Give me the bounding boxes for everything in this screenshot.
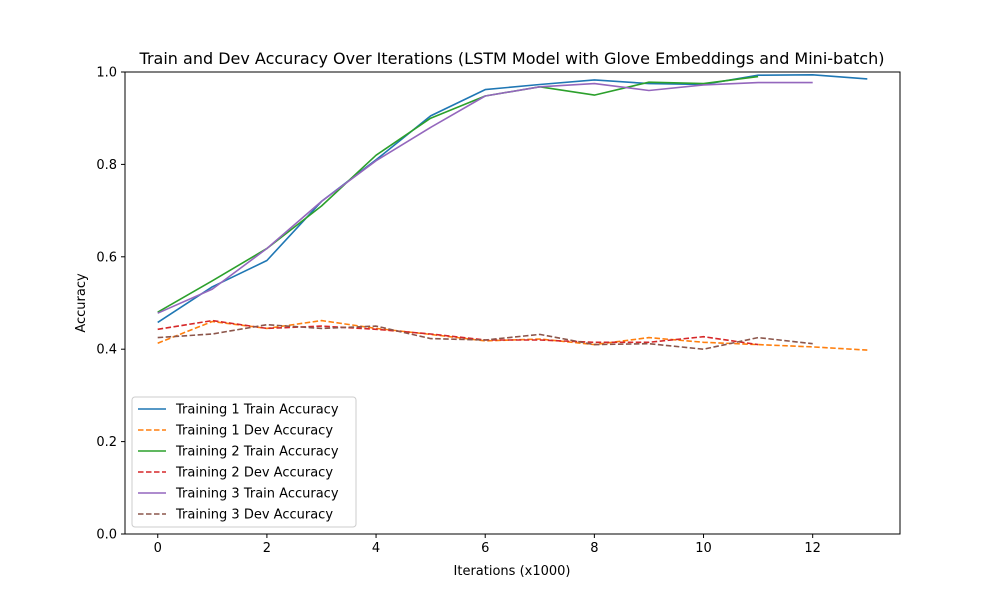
x-axis: 0 2 4 6 8 10 12 xyxy=(154,534,821,556)
y-tick-label: 0.0 xyxy=(96,528,117,543)
x-tick-label: 0 xyxy=(154,541,162,556)
legend-label: Training 1 Dev Accuracy xyxy=(175,424,333,439)
x-axis-label: Iterations (x1000) xyxy=(454,564,571,579)
series-line-5 xyxy=(157,81,813,314)
y-tick-label: 0.6 xyxy=(96,250,117,265)
series-line-3 xyxy=(157,75,759,313)
y-axis-label: Accuracy xyxy=(74,273,89,333)
legend-label: Training 3 Train Accuracy xyxy=(175,487,339,502)
series-line-1 xyxy=(157,74,868,324)
y-axis: 0.0 0.2 0.4 0.6 0.8 1.0 xyxy=(96,66,125,543)
x-tick-label: 10 xyxy=(695,541,712,556)
y-tick-label: 1.0 xyxy=(96,66,117,81)
series-line-4 xyxy=(157,319,759,346)
y-tick-label: 0.4 xyxy=(96,343,117,358)
x-tick-label: 12 xyxy=(804,541,821,556)
chart-legend: Training 1 Train Accuracy Training 1 Dev … xyxy=(131,396,357,528)
chart-title: Train and Dev Accuracy Over Iterations (… xyxy=(139,49,885,68)
y-tick-label: 0.2 xyxy=(96,435,117,450)
x-tick-label: 4 xyxy=(372,541,380,556)
x-tick-label: 2 xyxy=(263,541,271,556)
plot-area xyxy=(157,74,868,351)
axes-frame xyxy=(124,71,901,535)
y-tick-label: 0.8 xyxy=(96,158,117,173)
legend-box xyxy=(131,396,357,528)
x-tick-label: 8 xyxy=(590,541,598,556)
legend-label: Training 2 Train Accuracy xyxy=(175,445,339,460)
legend-label: Training 1 Train Accuracy xyxy=(175,403,339,418)
series-line-6 xyxy=(157,323,813,351)
legend-label: Training 3 Dev Accuracy xyxy=(175,508,333,523)
legend-label: Training 2 Dev Accuracy xyxy=(175,466,333,481)
x-tick-label: 6 xyxy=(481,541,489,556)
